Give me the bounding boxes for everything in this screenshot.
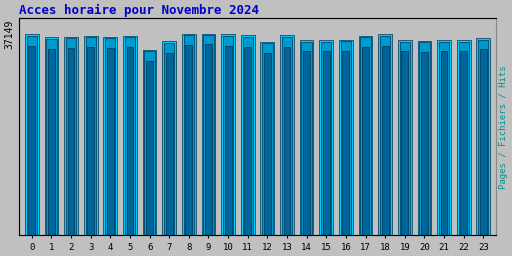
Bar (84, 36, 98, 235)
Bar (380, 36, 390, 235)
Bar (45, 37, 58, 235)
Bar (343, 51, 349, 235)
Bar (441, 51, 447, 235)
Bar (205, 45, 212, 235)
Bar (382, 46, 389, 235)
Bar (105, 38, 116, 235)
Bar (241, 35, 254, 235)
Bar (421, 52, 428, 235)
Bar (480, 49, 487, 235)
Bar (221, 34, 235, 235)
Bar (319, 40, 333, 235)
Bar (437, 40, 451, 235)
Bar (477, 38, 490, 235)
Bar (244, 47, 251, 235)
Bar (25, 34, 39, 235)
Bar (300, 40, 313, 235)
Bar (439, 42, 449, 235)
Bar (457, 40, 471, 235)
Bar (68, 48, 74, 235)
Bar (360, 37, 371, 235)
Bar (184, 35, 194, 235)
Bar (202, 34, 216, 235)
Bar (203, 35, 214, 235)
Bar (182, 34, 196, 235)
Bar (459, 42, 469, 235)
Text: Acces horaire pour Novembre 2024: Acces horaire pour Novembre 2024 (19, 4, 259, 17)
Bar (339, 39, 353, 235)
Bar (64, 37, 78, 235)
Bar (164, 43, 175, 235)
Bar (401, 51, 408, 235)
Y-axis label: Pages / Fichiers / Hits: Pages / Fichiers / Hits (499, 65, 508, 189)
Bar (103, 37, 117, 235)
Bar (358, 36, 372, 235)
Bar (126, 47, 134, 235)
Bar (243, 37, 253, 235)
Bar (400, 42, 410, 235)
Bar (125, 37, 135, 235)
Bar (362, 47, 369, 235)
Bar (87, 47, 94, 235)
Bar (86, 37, 96, 235)
Bar (48, 49, 55, 235)
Bar (282, 37, 292, 235)
Bar (417, 41, 431, 235)
Bar (166, 52, 173, 235)
Bar (419, 42, 430, 235)
Bar (460, 51, 467, 235)
Bar (262, 43, 272, 235)
Bar (146, 61, 153, 235)
Bar (302, 42, 312, 235)
Bar (340, 41, 351, 235)
Bar (323, 51, 330, 235)
Bar (264, 53, 271, 235)
Bar (303, 51, 310, 235)
Bar (321, 42, 331, 235)
Bar (378, 34, 392, 235)
Bar (28, 46, 35, 235)
Bar (46, 39, 56, 235)
Bar (107, 48, 114, 235)
Bar (123, 36, 137, 235)
Bar (144, 51, 155, 235)
Bar (284, 47, 290, 235)
Bar (27, 36, 37, 235)
Bar (185, 45, 193, 235)
Bar (66, 38, 76, 235)
Bar (398, 40, 412, 235)
Bar (223, 36, 233, 235)
Bar (143, 50, 157, 235)
Bar (162, 41, 176, 235)
Bar (280, 35, 294, 235)
Bar (225, 46, 231, 235)
Bar (261, 42, 274, 235)
Bar (478, 39, 488, 235)
